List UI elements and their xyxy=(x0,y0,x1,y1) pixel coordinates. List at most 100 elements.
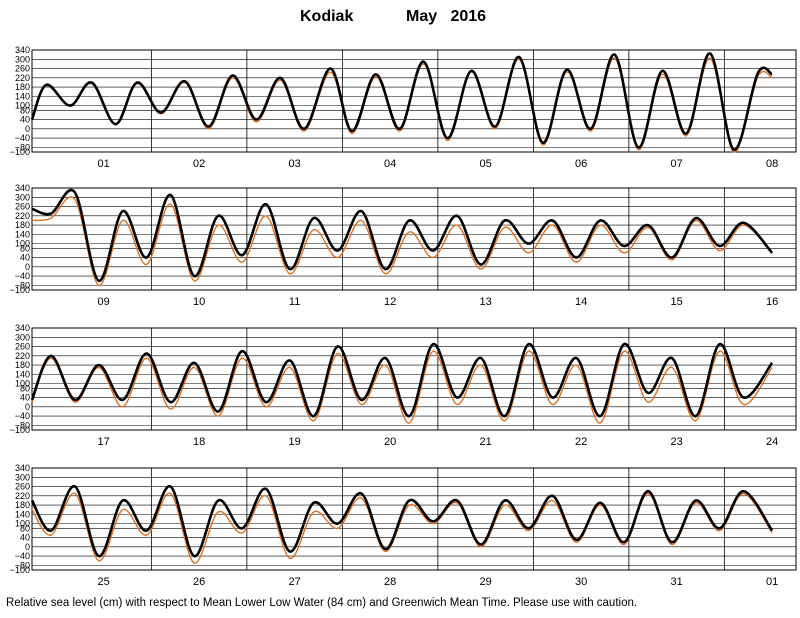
day-label: 13 xyxy=(480,296,492,308)
day-label: 25 xyxy=(98,576,110,588)
day-label: 26 xyxy=(193,576,205,588)
y-tick-label: 40 xyxy=(20,393,30,403)
y-tick-label: 340 xyxy=(15,45,30,55)
day-label: 02 xyxy=(193,158,205,170)
series-predicted-line xyxy=(31,196,773,287)
y-tick-label: −80 xyxy=(15,142,30,152)
series-observed-line xyxy=(30,52,773,152)
day-label: 28 xyxy=(384,576,396,588)
day-label: 22 xyxy=(575,436,587,448)
y-tick-label: 300 xyxy=(15,472,30,482)
y-tick-label: −40 xyxy=(15,411,30,421)
day-label: 06 xyxy=(575,158,587,170)
y-tick-label: 220 xyxy=(15,211,30,221)
y-tick-label: −80 xyxy=(15,560,30,570)
day-label: 10 xyxy=(193,296,205,308)
y-tick-label: 340 xyxy=(15,323,30,333)
day-label: 01 xyxy=(98,158,110,170)
day-label: 04 xyxy=(384,158,396,170)
y-tick-label: 260 xyxy=(15,342,30,352)
y-tick-label: 180 xyxy=(15,82,30,92)
y-tick-label: 100 xyxy=(15,379,30,389)
y-tick-label: 100 xyxy=(15,519,30,529)
day-label: 07 xyxy=(671,158,683,170)
panel-frame xyxy=(31,49,797,153)
panel-frame xyxy=(31,327,797,431)
panel-frame xyxy=(31,187,797,291)
y-tick-label: 220 xyxy=(15,73,30,83)
y-tick-label: 40 xyxy=(20,115,30,125)
day-label: 24 xyxy=(766,436,778,448)
series-observed-line xyxy=(30,342,774,418)
y-tick-label: 40 xyxy=(20,253,30,263)
y-tick-label: 180 xyxy=(15,500,30,510)
y-tick-label: −80 xyxy=(15,280,30,290)
y-tick-label: −80 xyxy=(15,420,30,430)
day-label: 12 xyxy=(384,296,396,308)
y-tick-label: 140 xyxy=(15,229,30,239)
y-tick-label: 260 xyxy=(15,64,30,74)
y-tick-label: 300 xyxy=(15,54,30,64)
day-label: 03 xyxy=(289,158,301,170)
y-tick-label: −100 xyxy=(10,147,30,157)
y-tick-label: −40 xyxy=(15,271,30,281)
y-tick-label: −40 xyxy=(15,551,30,561)
day-label: 05 xyxy=(480,158,492,170)
series-observed-line xyxy=(30,485,774,558)
day-label: 11 xyxy=(289,296,300,308)
y-tick-label: 260 xyxy=(15,482,30,492)
y-tick-label: −100 xyxy=(10,425,30,435)
y-tick-label: 220 xyxy=(15,491,30,501)
day-label: 30 xyxy=(575,576,587,588)
day-label: 23 xyxy=(671,436,683,448)
y-tick-label: 300 xyxy=(15,192,30,202)
day-label: 08 xyxy=(766,158,778,170)
y-tick-label: 100 xyxy=(15,101,30,111)
y-tick-label: 180 xyxy=(15,360,30,370)
y-tick-label: 140 xyxy=(15,91,30,101)
day-label: 17 xyxy=(98,436,110,448)
day-label: 09 xyxy=(98,296,110,308)
day-label: 14 xyxy=(575,296,587,308)
chart-title-station: Kodiak xyxy=(300,8,354,25)
day-label: 20 xyxy=(384,436,396,448)
y-tick-label: 80 xyxy=(20,383,30,393)
y-tick-label: 40 xyxy=(20,533,30,543)
y-tick-label: 140 xyxy=(15,509,30,519)
y-tick-label: 260 xyxy=(15,202,30,212)
day-label: 18 xyxy=(193,436,205,448)
y-tick-label: −100 xyxy=(10,285,30,295)
y-tick-label: 340 xyxy=(15,463,30,473)
y-tick-label: 0 xyxy=(25,262,30,272)
footer-note: Relative sea level (cm) with respect to … xyxy=(6,597,638,609)
y-tick-label: −40 xyxy=(15,133,30,143)
series-predicted-line xyxy=(31,350,773,424)
day-label: 27 xyxy=(289,576,301,588)
day-label: 21 xyxy=(480,436,492,448)
chart-title-month: May 2016 xyxy=(406,8,487,25)
day-label: 01 xyxy=(766,576,778,588)
y-tick-label: 340 xyxy=(15,183,30,193)
panel-frame xyxy=(31,467,797,571)
day-label: 29 xyxy=(480,576,492,588)
day-label: 15 xyxy=(671,296,683,308)
y-tick-label: 80 xyxy=(20,523,30,533)
series-observed-line xyxy=(31,188,774,283)
y-tick-label: 100 xyxy=(15,239,30,249)
y-tick-label: 0 xyxy=(25,124,30,134)
title-row: Kodiak May 2016 xyxy=(0,8,800,30)
y-tick-label: 180 xyxy=(15,220,30,230)
day-label: 31 xyxy=(671,576,683,588)
day-label: 16 xyxy=(766,296,778,308)
y-tick-label: 140 xyxy=(15,369,30,379)
y-tick-label: 80 xyxy=(20,105,30,115)
y-tick-label: 0 xyxy=(25,402,30,412)
y-tick-label: 220 xyxy=(15,351,30,361)
y-tick-label: −100 xyxy=(10,565,30,575)
y-tick-label: 0 xyxy=(25,542,30,552)
y-tick-label: 80 xyxy=(20,243,30,253)
